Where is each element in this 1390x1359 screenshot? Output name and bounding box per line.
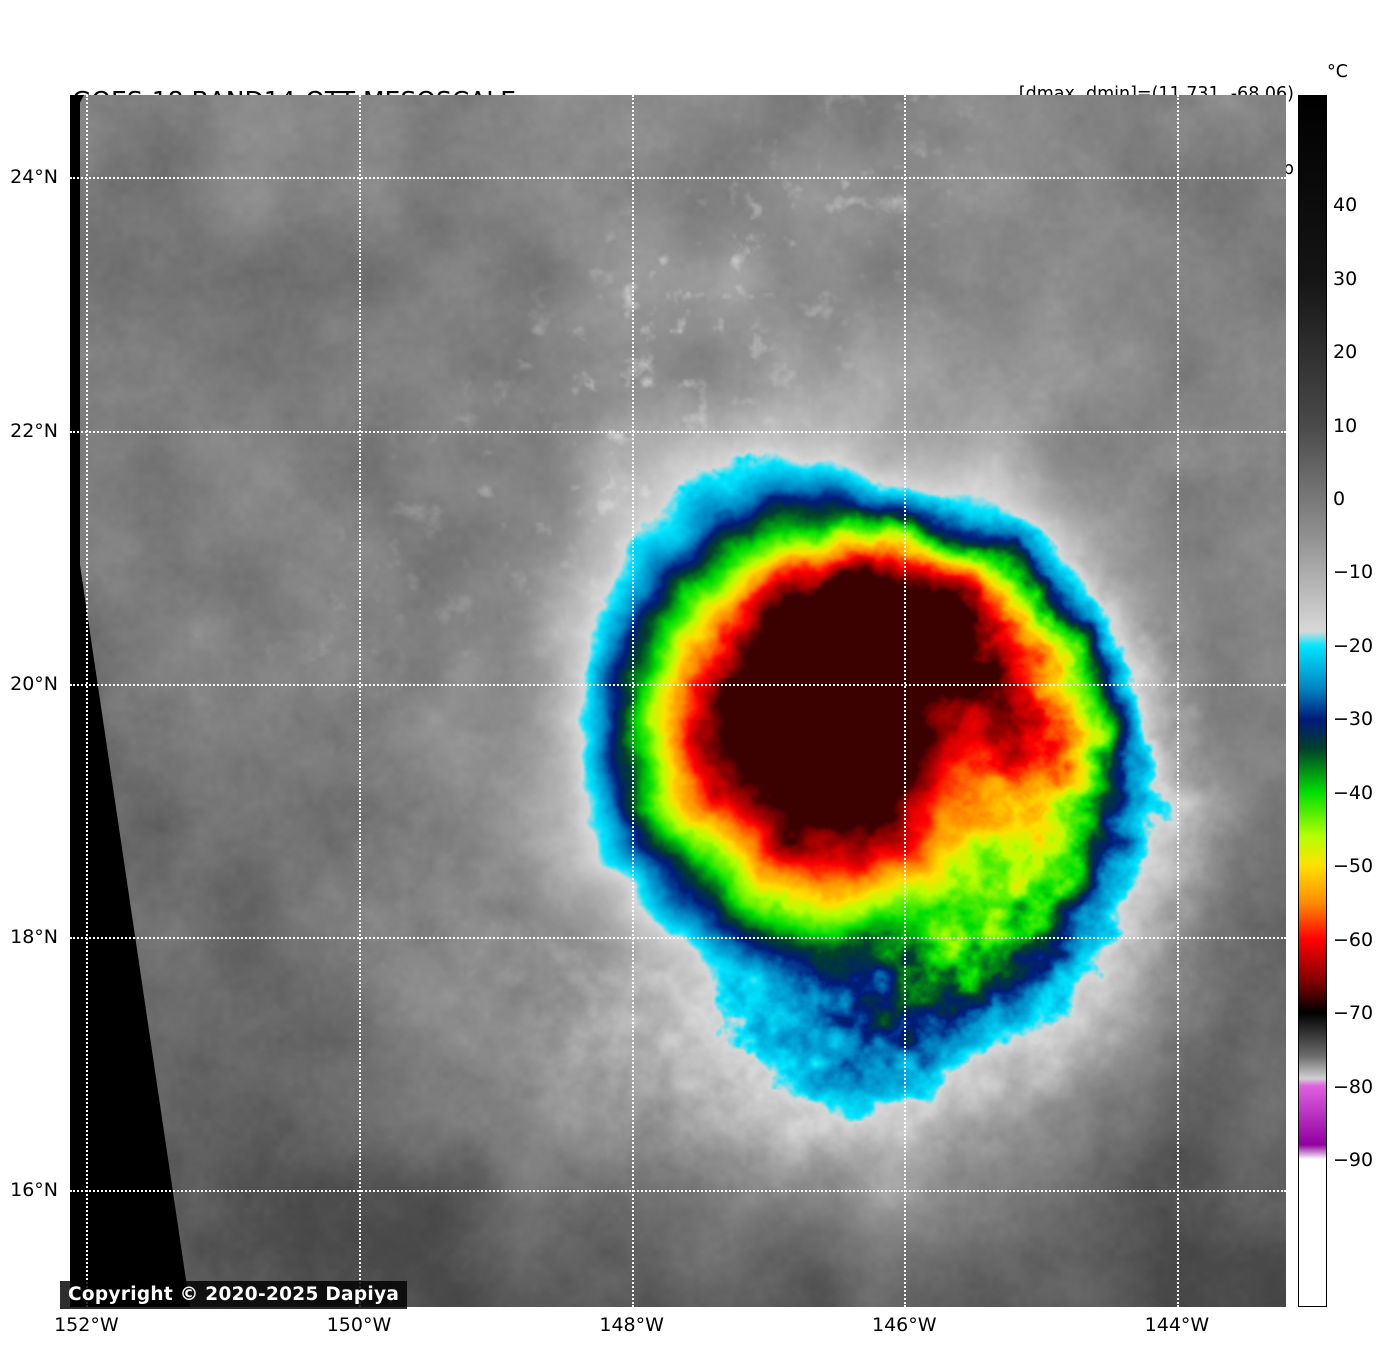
axis-tick-label-longitude: 148°W — [599, 1314, 664, 1336]
colorbar-tick-label: −60 — [1333, 928, 1374, 951]
copyright-banner: Copyright © 2020-2025 Dapiya — [60, 1281, 408, 1309]
axis-tick-label-latitude: 22°N — [10, 419, 58, 442]
colorbar-tick-label: 10 — [1333, 414, 1358, 437]
colorbar-tick-label: −50 — [1333, 855, 1374, 878]
axis-tick-label-longitude: 144°W — [1144, 1314, 1210, 1336]
colorbar[interactable] — [1298, 95, 1327, 1307]
colorbar-tick-label: −30 — [1333, 708, 1374, 731]
axis-tick-label-longitude: 150°W — [326, 1314, 392, 1336]
colorbar-gradient — [1298, 95, 1327, 1307]
colorbar-tick-label: 0 — [1333, 488, 1346, 510]
colorbar-unit-label: °C — [1327, 62, 1348, 82]
colorbar-tick-label: −90 — [1333, 1149, 1374, 1172]
colorbar-tick-label: −20 — [1333, 634, 1374, 657]
axis-tick-label-latitude: 18°N — [10, 926, 58, 949]
colorbar-tick-label: −80 — [1333, 1075, 1374, 1098]
axis-tick-label-latitude: 24°N — [10, 166, 58, 189]
axis-tick-label-latitude: 20°N — [10, 672, 58, 695]
satellite-image-plot[interactable] — [70, 95, 1286, 1307]
satellite-imagery-canvas — [70, 95, 1286, 1307]
colorbar-tick-label: 40 — [1333, 194, 1358, 217]
colorbar-tick-label: −10 — [1333, 561, 1374, 584]
colorbar-tick-label: −40 — [1333, 781, 1374, 804]
colorbar-tick-label: −70 — [1333, 1002, 1374, 1025]
axis-tick-label-longitude: 152°W — [54, 1314, 119, 1336]
axis-tick-label-longitude: 146°W — [872, 1314, 937, 1336]
colorbar-tick-label: 30 — [1333, 267, 1358, 290]
axis-tick-label-latitude: 16°N — [10, 1179, 58, 1202]
colorbar-tick-label: 20 — [1333, 341, 1358, 364]
